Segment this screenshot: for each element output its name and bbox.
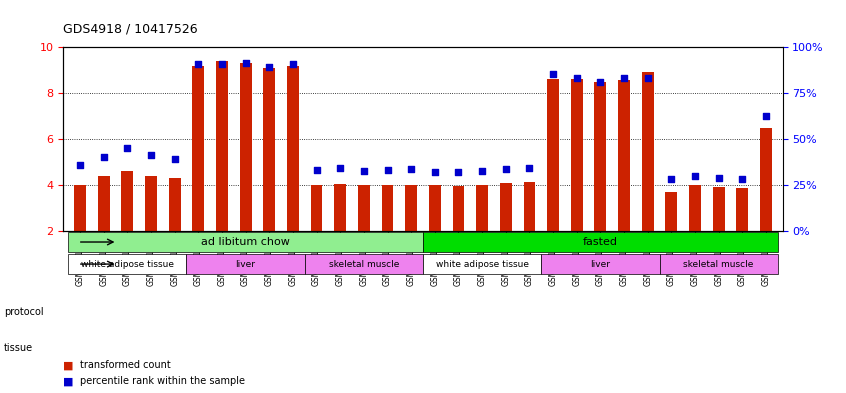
- Bar: [660, 254, 777, 274]
- Point: [239, 60, 252, 66]
- Text: white adipose tissue: white adipose tissue: [81, 259, 173, 268]
- Point: [357, 168, 371, 174]
- Bar: [760, 128, 772, 231]
- Text: percentile rank within the sample: percentile rank within the sample: [80, 376, 245, 386]
- Bar: [305, 254, 423, 274]
- Bar: [168, 178, 180, 231]
- Bar: [69, 254, 186, 274]
- Bar: [500, 183, 512, 231]
- Point: [120, 145, 134, 151]
- Text: tissue: tissue: [4, 343, 33, 353]
- Bar: [98, 176, 110, 231]
- Bar: [216, 61, 228, 231]
- Point: [262, 64, 276, 70]
- Bar: [571, 79, 583, 231]
- Point: [168, 156, 181, 162]
- Point: [286, 61, 299, 68]
- Point: [381, 167, 394, 173]
- Text: white adipose tissue: white adipose tissue: [436, 259, 529, 268]
- Bar: [263, 68, 275, 231]
- Text: GDS4918 / 10417526: GDS4918 / 10417526: [63, 22, 198, 35]
- Bar: [666, 192, 678, 231]
- Bar: [524, 182, 536, 231]
- Text: liver: liver: [235, 259, 255, 268]
- Bar: [541, 254, 660, 274]
- Point: [215, 61, 228, 68]
- Bar: [122, 171, 133, 231]
- Point: [735, 176, 749, 182]
- Point: [191, 61, 205, 68]
- Point: [475, 168, 489, 174]
- Point: [144, 152, 157, 158]
- Point: [333, 165, 347, 171]
- Bar: [642, 72, 654, 231]
- Bar: [287, 66, 299, 231]
- Bar: [334, 184, 346, 231]
- Bar: [713, 187, 724, 231]
- Text: protocol: protocol: [4, 307, 44, 318]
- Bar: [74, 185, 86, 231]
- Bar: [423, 232, 777, 252]
- Point: [570, 75, 584, 81]
- Point: [523, 165, 536, 171]
- Point: [310, 167, 323, 173]
- Bar: [69, 232, 423, 252]
- Bar: [547, 79, 559, 231]
- Bar: [310, 185, 322, 231]
- Point: [97, 154, 111, 161]
- Point: [641, 75, 655, 81]
- Bar: [382, 185, 393, 231]
- Point: [74, 162, 87, 169]
- Point: [594, 79, 607, 85]
- Text: ■: ■: [63, 360, 74, 371]
- Bar: [192, 66, 204, 231]
- Point: [452, 169, 465, 176]
- Bar: [358, 185, 370, 231]
- Text: fasted: fasted: [583, 237, 618, 247]
- Point: [712, 175, 726, 181]
- Point: [547, 70, 560, 77]
- Bar: [689, 185, 701, 231]
- Bar: [595, 82, 607, 231]
- Point: [689, 173, 702, 179]
- Point: [499, 166, 513, 172]
- Point: [759, 113, 772, 119]
- Bar: [618, 81, 630, 231]
- Text: liver: liver: [591, 259, 611, 268]
- Point: [404, 166, 418, 172]
- Text: ad libitum chow: ad libitum chow: [201, 237, 290, 247]
- Bar: [423, 254, 541, 274]
- Text: transformed count: transformed count: [80, 360, 171, 371]
- Bar: [405, 185, 417, 231]
- Bar: [145, 176, 157, 231]
- Text: skeletal muscle: skeletal muscle: [329, 259, 399, 268]
- Bar: [736, 189, 748, 231]
- Text: skeletal muscle: skeletal muscle: [684, 259, 754, 268]
- Bar: [476, 185, 488, 231]
- Point: [665, 176, 678, 182]
- Bar: [239, 63, 251, 231]
- Point: [618, 75, 631, 81]
- Bar: [186, 254, 305, 274]
- Bar: [453, 186, 464, 231]
- Point: [428, 169, 442, 176]
- Bar: [429, 185, 441, 231]
- Text: ■: ■: [63, 376, 74, 386]
